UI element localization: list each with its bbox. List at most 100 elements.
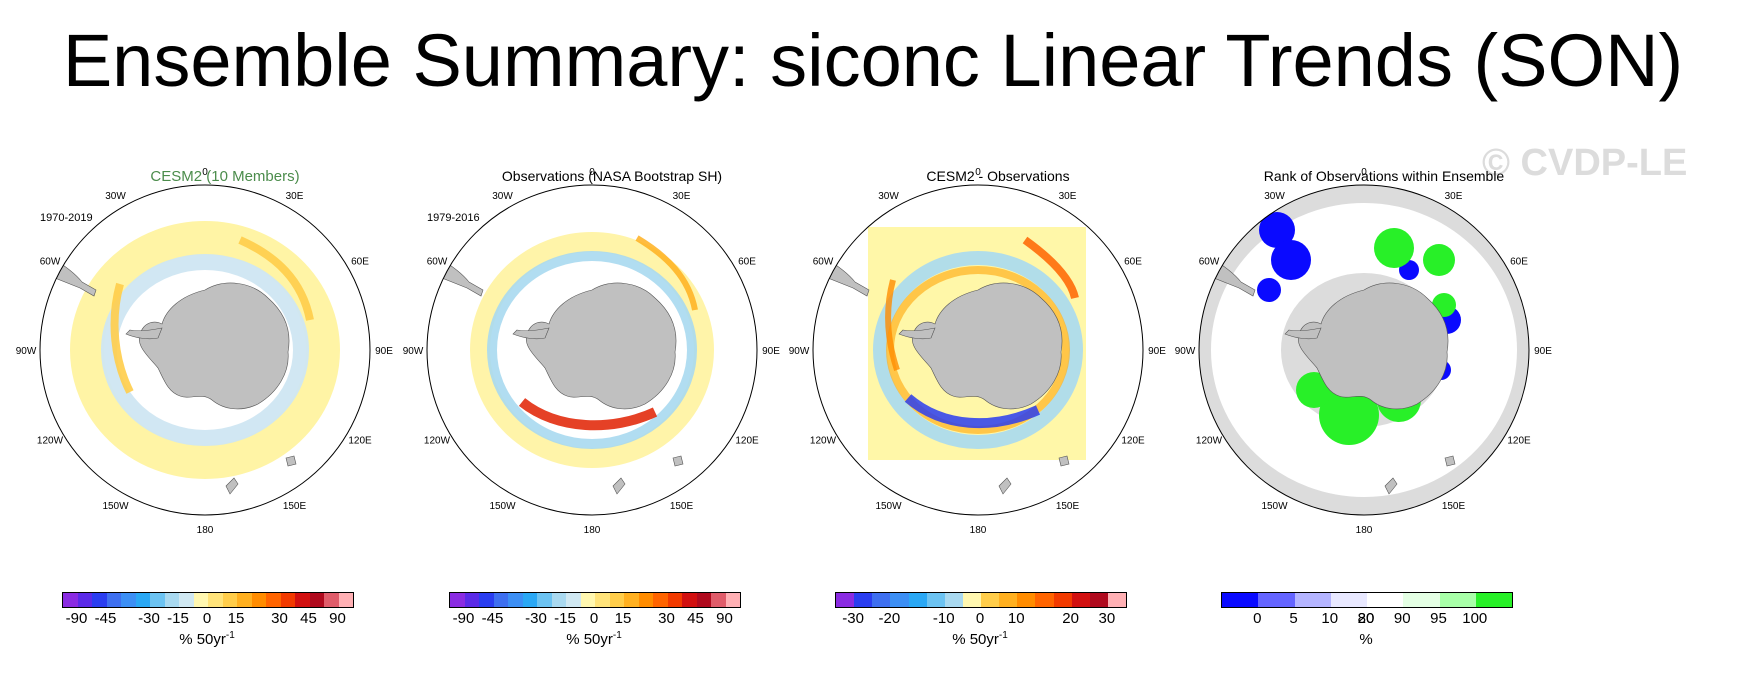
colorbar-swatch bbox=[280, 593, 295, 607]
longitude-label: 60E bbox=[1124, 257, 1142, 268]
new-zealand-landmass bbox=[998, 477, 1012, 495]
colorbar-swatch bbox=[493, 593, 508, 607]
rank-high-patch bbox=[1423, 244, 1455, 276]
map-border bbox=[812, 184, 1144, 516]
colorbar-swatch bbox=[324, 593, 339, 607]
rank-low-patch bbox=[1271, 240, 1311, 280]
negative-band bbox=[487, 251, 697, 449]
colorbar-swatch bbox=[638, 593, 653, 607]
colorbar-tick: -90 bbox=[452, 610, 475, 627]
colorbar-swatch bbox=[1035, 593, 1054, 607]
colorbar-swatch bbox=[222, 593, 237, 607]
map-field bbox=[49, 221, 340, 495]
panel-difference: CESM2 - Observations 0 30E 60E 90E 120E 150E 1… bbox=[789, 160, 1243, 662]
new-zealand-landmass bbox=[612, 477, 626, 495]
colorbar-units: % 50yr-1 bbox=[449, 630, 739, 648]
colorbar-swatch bbox=[711, 593, 726, 607]
colorbar-swatch bbox=[508, 593, 523, 607]
map-border bbox=[426, 184, 758, 516]
colorbar-tick: -10 bbox=[932, 610, 955, 627]
longitude-label: 150E bbox=[1442, 501, 1466, 512]
colorbar-swatch bbox=[1089, 593, 1108, 607]
colorbar-swatch bbox=[150, 593, 165, 607]
colorbar-units: % 50yr-1 bbox=[62, 630, 352, 648]
colorbar: -30 -20 -10 0 10 20 30 % 50yr-1 bbox=[835, 592, 1160, 662]
colorbar-tick: 30 bbox=[658, 610, 675, 627]
colorbar-swatch bbox=[251, 593, 266, 607]
longitude-label: 90W bbox=[1175, 346, 1196, 357]
colorbar-tick: 45 bbox=[300, 610, 317, 627]
longitude-label: 180 bbox=[1356, 525, 1373, 536]
colorbar-swatch bbox=[1071, 593, 1090, 607]
colorbar-swatch bbox=[854, 593, 873, 607]
longitude-label: 30E bbox=[286, 191, 304, 202]
longitude-label: 60E bbox=[738, 257, 756, 268]
colorbar-swatch bbox=[725, 593, 740, 607]
antarctic-peninsula bbox=[125, 327, 163, 340]
colorbar-swatch bbox=[92, 593, 107, 607]
longitude-label: 30E bbox=[673, 191, 691, 202]
colorbar-swatch bbox=[981, 593, 1000, 607]
longitude-label: 30W bbox=[492, 191, 513, 202]
rank-low-patch bbox=[1257, 278, 1281, 302]
colorbar-swatch bbox=[962, 593, 981, 607]
map-field bbox=[822, 227, 1086, 495]
colorbar-units: % 50yr-1 bbox=[835, 630, 1125, 648]
colorbar-tick: 0 bbox=[589, 610, 599, 627]
positive-trend-east bbox=[238, 236, 314, 321]
colorbar-tick: 10 bbox=[1007, 610, 1025, 627]
colorbar-tick: 15 bbox=[227, 610, 245, 627]
colorbar-swatch bbox=[266, 593, 281, 607]
rank-high-patch bbox=[1374, 228, 1414, 268]
colorbar-swatch bbox=[908, 593, 927, 607]
panel-title: Observations (NASA Bootstrap SH) bbox=[501, 168, 723, 184]
longitude-label: 90E bbox=[762, 346, 780, 357]
period-label: 1979-2016 bbox=[427, 212, 480, 224]
rank-low-patch bbox=[1259, 212, 1295, 248]
colorbar-tick: -15 bbox=[167, 610, 189, 627]
colorbar-swatch bbox=[566, 593, 581, 607]
longitude-label: 60W bbox=[40, 257, 61, 268]
colorbar-tick: 30 bbox=[271, 610, 288, 627]
longitude-label: 90W bbox=[16, 346, 37, 357]
longitude-label: 60W bbox=[813, 257, 834, 268]
colorbar-swatch bbox=[944, 593, 963, 607]
colorbar-swatch bbox=[595, 593, 610, 607]
colorbar-tick: -15 bbox=[554, 610, 576, 627]
colorbar-swatch bbox=[682, 593, 697, 607]
longitude-label: 30E bbox=[1059, 191, 1077, 202]
colorbar-tick: 0 bbox=[975, 610, 985, 627]
longitude-label: 90E bbox=[1148, 346, 1166, 357]
strong-negative-trend bbox=[904, 394, 1041, 429]
panel-observations: Observations (NASA Bootstrap SH) 1979-20… bbox=[403, 160, 857, 660]
colorbar-swatch bbox=[522, 593, 537, 607]
polar-map: 0 30E 60E 90E 120E 150E 180 150W 120W 90W 60W 30W bbox=[403, 167, 781, 536]
colorbar-swatch bbox=[338, 593, 353, 607]
polar-map: 0 30E 60E 90E 120E 150E 180 150W 120W 90W 60W 30W bbox=[1175, 167, 1553, 536]
colorbar-tick: 90 bbox=[716, 610, 733, 627]
longitude-label: 30W bbox=[105, 191, 126, 202]
colorbar-swatch bbox=[624, 593, 639, 607]
longitude-label: 90W bbox=[403, 346, 424, 357]
longitude-label: 120E bbox=[348, 436, 372, 447]
units-exp: -1 bbox=[225, 630, 235, 641]
colorbar-swatch bbox=[479, 593, 494, 607]
colorbar-swatch bbox=[1017, 593, 1036, 607]
colorbar-swatch bbox=[696, 593, 711, 607]
units-exp: -1 bbox=[998, 630, 1008, 641]
longitude-label: 0 bbox=[589, 167, 595, 178]
units-exp: -1 bbox=[612, 630, 622, 641]
colorbar-tick: -90 bbox=[65, 610, 88, 627]
panel-title: Rank of Observations within Ensemble bbox=[1263, 168, 1505, 184]
colorbar-tick: -30 bbox=[842, 610, 864, 627]
longitude-label: 0 bbox=[202, 167, 208, 178]
colorbar-swatches bbox=[835, 592, 1127, 608]
longitude-label: 30E bbox=[1445, 191, 1463, 202]
rank-high-patch bbox=[1296, 372, 1332, 408]
colorbar-swatch bbox=[179, 593, 194, 607]
colorbar-tick: 90 bbox=[329, 610, 346, 627]
outer-positive-band bbox=[70, 221, 340, 479]
strong-positive-trend bbox=[1022, 236, 1079, 300]
longitude-label: 120E bbox=[1121, 436, 1145, 447]
tasmania-landmass bbox=[1058, 455, 1070, 467]
